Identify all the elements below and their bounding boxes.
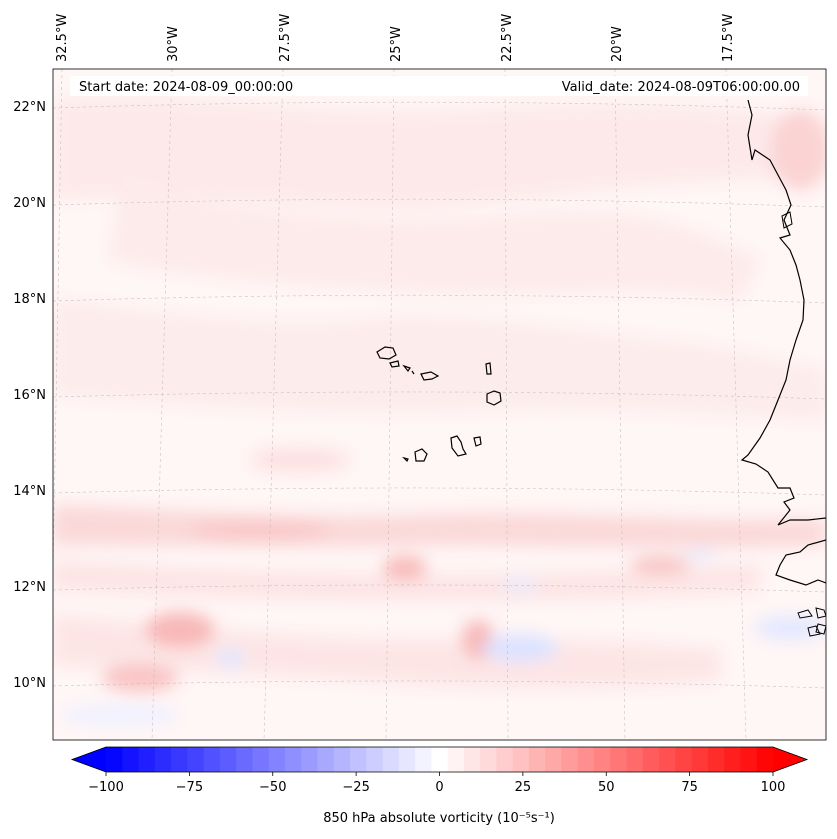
colorbar-segment xyxy=(122,747,140,772)
colorbar-segment xyxy=(447,747,465,772)
colorbar-segment xyxy=(463,747,481,772)
colorbar-segment xyxy=(480,747,497,772)
colorbar-segment xyxy=(219,747,237,772)
colorbar-tick-label: −50 xyxy=(259,780,286,795)
colorbar-label: 850 hPa absolute vorticity (10⁻⁵s⁻¹) xyxy=(323,811,555,826)
colorbar-segment xyxy=(528,747,546,772)
cape-verde-islands xyxy=(376,346,502,463)
coast-guinea-bissau xyxy=(775,539,826,586)
lat-label-10n: 10°N xyxy=(13,676,46,691)
colorbar-segment xyxy=(740,747,758,772)
colorbar-segment xyxy=(333,747,351,772)
colorbar-segment xyxy=(496,747,514,772)
lon-label-20w: 20°W xyxy=(610,26,625,62)
colorbar-segment xyxy=(284,747,302,772)
colorbar-tick-label: 0 xyxy=(435,780,443,795)
colorbar-segment xyxy=(138,747,156,772)
colorbar-segment xyxy=(561,747,579,772)
africa-coastline xyxy=(740,99,826,526)
colorbar-segment xyxy=(415,747,432,772)
start-date-label: Start date: 2024-08-09_00:00:00 xyxy=(79,80,293,95)
colorbar-extend-min xyxy=(72,747,106,772)
colorbar-segment xyxy=(366,747,384,772)
lat-label-14n: 14°N xyxy=(13,484,46,499)
colorbar-segment xyxy=(675,747,693,772)
colorbar-tick-label: −25 xyxy=(342,780,369,795)
colorbar-segment xyxy=(106,747,123,772)
colorbar-tick-label: −100 xyxy=(88,780,124,795)
colorbar-segment xyxy=(707,747,725,772)
colorbar-segment xyxy=(594,747,611,772)
lon-label-17-5w: 17.5°W xyxy=(721,14,736,62)
colorbar-segment xyxy=(691,747,709,772)
colorbar-segment xyxy=(431,747,449,772)
colorbar-segment xyxy=(252,747,270,772)
colorbar-segment xyxy=(171,747,188,772)
colorbar-segment xyxy=(301,747,318,772)
colorbar-segment xyxy=(203,747,221,772)
colorbar-segment xyxy=(756,747,774,772)
lon-label-30w: 30°W xyxy=(166,26,181,62)
colorbar-segment xyxy=(577,747,595,772)
colorbar-segment xyxy=(154,747,172,772)
colorbar-segment xyxy=(187,747,205,772)
colorbar-segment xyxy=(626,747,644,772)
colorbar xyxy=(70,746,809,773)
lon-label-32-5w: 32.5°W xyxy=(55,14,70,62)
lon-label-27-5w: 27.5°W xyxy=(278,14,293,62)
lat-label-12n: 12°N xyxy=(13,580,46,595)
colorbar-segment xyxy=(317,747,335,772)
colorbar-tick-label: 25 xyxy=(515,780,532,795)
colorbar-segment xyxy=(659,747,676,772)
colorbar-segment xyxy=(382,747,400,772)
colorbar-segment xyxy=(398,747,416,772)
coast-inlet xyxy=(781,211,793,229)
colorbar-segment xyxy=(545,747,563,772)
colorbar-tick-label: −75 xyxy=(176,780,203,795)
lat-label-20n: 20°N xyxy=(13,196,46,211)
lat-label-18n: 18°N xyxy=(13,292,46,307)
map-frame xyxy=(52,68,827,741)
colorbar-segment xyxy=(236,747,253,772)
coast-islands-south xyxy=(797,607,826,637)
vorticity-field xyxy=(53,97,826,725)
colorbar-tick-label: 75 xyxy=(681,780,698,795)
latitude-labels: 22°N 20°N 18°N 16°N 14°N 12°N 10°N xyxy=(13,100,46,691)
colorbar-segment xyxy=(724,747,741,772)
colorbar-tick-label: 50 xyxy=(598,780,615,795)
lat-label-16n: 16°N xyxy=(13,388,46,403)
colorbar-segment xyxy=(642,747,660,772)
lon-label-22-5w: 22.5°W xyxy=(500,14,515,62)
lon-label-25w: 25°W xyxy=(389,26,404,62)
colorbar-ticks: −100 −75 −50 −25 0 25 50 75 100 xyxy=(88,772,785,795)
valid-date-label: Valid_date: 2024-08-09T06:00:00.00 xyxy=(562,80,800,95)
colorbar-segment xyxy=(350,747,367,772)
header-strip xyxy=(70,76,808,96)
lat-label-22n: 22°N xyxy=(13,100,46,115)
colorbar-segment xyxy=(268,747,286,772)
colorbar-segment xyxy=(610,747,628,772)
colorbar-extend-max xyxy=(773,747,807,772)
colorbar-tick-label: 100 xyxy=(761,780,786,795)
map-panel: Start date: 2024-08-09_00:00:00 Valid_da… xyxy=(53,69,826,740)
longitude-labels: 32.5°W 30°W 27.5°W 25°W 22.5°W 20°W 17.5… xyxy=(55,14,736,62)
gridlines xyxy=(53,69,826,740)
colorbar-segment xyxy=(512,747,530,772)
